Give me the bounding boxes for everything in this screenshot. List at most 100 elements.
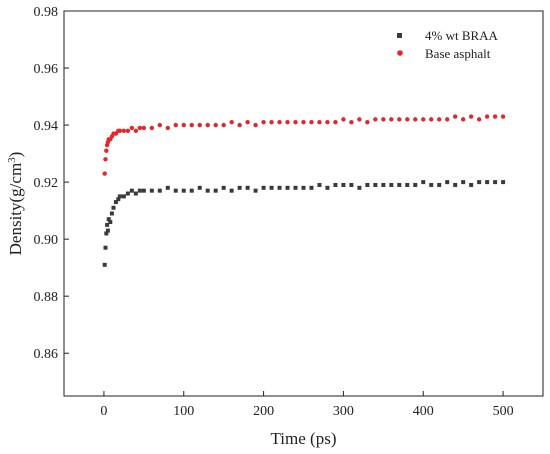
data-point-base-asphalt <box>413 117 418 122</box>
data-point-braa <box>102 262 107 267</box>
data-point-braa <box>221 185 226 190</box>
data-point-braa <box>429 182 434 187</box>
data-point-braa <box>293 185 298 190</box>
data-point-braa <box>133 191 138 196</box>
legend-label-braa: 4% wt BRAA <box>425 28 499 43</box>
data-point-braa <box>205 188 210 193</box>
y-tick-label: 0.90 <box>34 233 59 248</box>
data-point-braa <box>103 245 108 250</box>
data-point-base-asphalt <box>133 128 139 133</box>
data-point-base-asphalt <box>333 120 338 125</box>
data-point-base-asphalt <box>173 122 178 128</box>
data-point-braa <box>325 185 330 190</box>
data-point-braa <box>381 182 386 187</box>
data-point-braa <box>437 182 442 187</box>
data-point-braa <box>141 188 146 193</box>
data-point-braa <box>485 180 490 185</box>
data-point-base-asphalt <box>421 117 426 122</box>
data-point-base-asphalt <box>229 120 234 125</box>
data-point-base-asphalt <box>405 117 410 122</box>
y-axis-title-superscript: 3 <box>6 157 18 163</box>
data-point-braa <box>111 205 116 210</box>
data-point-braa <box>357 185 362 190</box>
data-point-braa <box>453 182 458 187</box>
data-point-base-asphalt <box>277 120 282 125</box>
data-point-braa <box>173 188 178 193</box>
data-point-braa <box>121 194 126 199</box>
data-point-braa <box>113 200 118 205</box>
data-point-base-asphalt <box>102 171 107 176</box>
legend-marker-base-asphalt <box>397 50 403 56</box>
data-point-base-asphalt <box>237 122 242 128</box>
data-point-braa <box>493 180 498 185</box>
y-tick-label: 0.96 <box>34 62 59 77</box>
data-point-base-asphalt <box>181 122 186 128</box>
data-point-base-asphalt <box>357 117 362 122</box>
legend: 4% wt BRAA Base asphalt <box>397 28 499 61</box>
data-point-base-asphalt <box>349 120 354 125</box>
data-point-base-asphalt <box>213 122 218 128</box>
data-point-braa <box>301 185 306 190</box>
data-point-braa <box>181 188 186 193</box>
y-axis-title-main: Density(g/cm <box>6 163 25 256</box>
x-tick-label: 300 <box>333 404 354 419</box>
data-point-braa <box>245 185 250 190</box>
y-tick-label: 0.88 <box>34 290 59 305</box>
x-tick-label: 100 <box>173 404 194 419</box>
data-point-base-asphalt <box>381 117 386 122</box>
data-point-braa <box>501 180 506 185</box>
y-tick-label: 0.92 <box>34 176 59 191</box>
legend-label-base-asphalt: Base asphalt <box>425 46 491 61</box>
data-point-braa <box>105 222 110 227</box>
data-point-braa <box>277 185 282 190</box>
data-point-base-asphalt <box>445 117 450 122</box>
data-point-base-asphalt <box>476 117 482 122</box>
data-point-base-asphalt <box>157 122 162 128</box>
data-point-braa <box>165 185 170 190</box>
data-point-base-asphalt <box>165 125 170 131</box>
data-point-base-asphalt <box>129 125 135 131</box>
x-tick-label: 400 <box>413 404 434 419</box>
x-tick-label: 500 <box>493 404 514 419</box>
plot-frame <box>63 10 544 397</box>
data-point-base-asphalt <box>429 117 434 122</box>
data-point-base-asphalt <box>325 120 330 125</box>
data-point-base-asphalt <box>452 114 458 119</box>
data-point-braa <box>445 180 450 185</box>
data-point-braa <box>341 182 346 187</box>
data-point-braa <box>129 188 134 193</box>
data-point-braa <box>109 211 114 216</box>
data-point-base-asphalt <box>341 117 346 122</box>
data-point-braa <box>285 185 290 190</box>
x-tick-label: 0 <box>100 404 107 419</box>
data-point-braa <box>333 182 338 187</box>
data-point-base-asphalt <box>121 128 127 133</box>
y-axis-title: Density(g/cm3) <box>6 152 25 256</box>
data-point-braa <box>317 182 322 187</box>
y-axis-title-close: ) <box>6 152 25 158</box>
data-point-base-asphalt <box>397 117 402 122</box>
data-point-braa <box>213 188 218 193</box>
data-point-base-asphalt <box>301 120 306 125</box>
data-point-base-asphalt <box>460 117 466 122</box>
y-tick-label: 0.94 <box>34 119 59 134</box>
data-point-base-asphalt <box>189 122 194 128</box>
data-point-base-asphalt <box>253 122 258 128</box>
axis-ticks: 0 100 200 300 400 500 0.86 0.88 0.90 0.92 0.94 0.96… <box>34 5 514 419</box>
data-point-base-asphalt <box>269 120 274 125</box>
data-point-braa <box>106 217 111 222</box>
data-point-base-asphalt <box>317 120 322 125</box>
data-point-base-asphalt <box>103 157 108 162</box>
data-point-braa <box>149 188 154 193</box>
data-point-base-asphalt <box>437 117 442 122</box>
data-point-base-asphalt <box>221 122 226 128</box>
data-points <box>102 114 506 267</box>
data-point-base-asphalt <box>117 128 123 133</box>
data-point-base-asphalt <box>104 148 109 153</box>
data-point-braa <box>237 185 242 190</box>
data-point-base-asphalt <box>309 120 314 125</box>
data-point-braa <box>117 194 122 199</box>
data-point-base-asphalt <box>293 120 298 125</box>
data-point-base-asphalt <box>197 122 202 128</box>
